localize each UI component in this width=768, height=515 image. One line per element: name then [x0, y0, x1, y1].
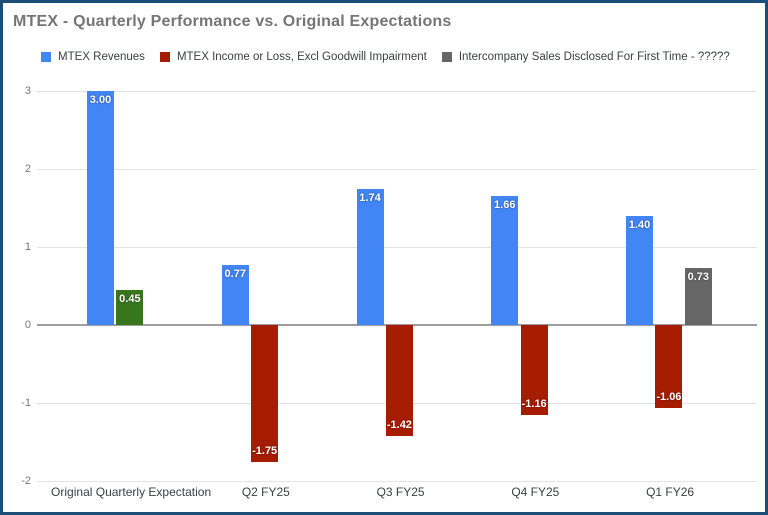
legend-swatch-icon — [159, 52, 170, 62]
x-axis-category-label-q1-fy26: Q1 FY26 — [646, 485, 695, 499]
bar-mtex-revenues-q3-fy25[interactable] — [356, 189, 384, 325]
bar-value-label: 1.66 — [494, 198, 516, 211]
y-axis-tick-label--2: -2 — [21, 475, 31, 487]
x-axis-category-label-original-quarterly-expectation: Original Quarterly Expectation — [51, 485, 212, 499]
bar-mtex-revenues-q1-fy26[interactable] — [626, 215, 653, 325]
bar-value-label: -1.75 — [252, 444, 278, 457]
bar-mtex-income-or-loss-excl-goodwill-impairment-q2-fy25[interactable] — [251, 325, 279, 462]
bar-mtex-income-or-loss-excl-goodwill-impairment-original-quarterly-expectation[interactable] — [116, 289, 144, 325]
x-axis-category-label-q3-fy25: Q3 FY25 — [376, 485, 425, 499]
chart-plot-area[interactable]: 3 2 1 0 -1 -2 3.00 0.45 0.77 -1.75 1.74 -1.42 1.66 -1… — [3, 3, 765, 512]
x-axis-category-label-q2-fy25: Q2 FY25 — [241, 485, 290, 499]
legend-swatch-icon — [41, 52, 51, 62]
legend-swatch-icon — [441, 52, 452, 62]
gridline-y--2 — [37, 481, 757, 482]
bar-value-label: -1.16 — [521, 398, 547, 411]
legend-label: MTEX Revenues — [58, 51, 145, 63]
bar-mtex-income-or-loss-excl-goodwill-impairment-q4-fy25[interactable] — [520, 325, 548, 416]
gridline-y-3 — [37, 91, 757, 92]
x-axis-category-label-q4-fy25: Q4 FY25 — [511, 485, 560, 499]
bar-value-label: -1.06 — [656, 390, 682, 403]
gridline-y-1 — [37, 247, 757, 248]
bar-mtex-revenues-q2-fy25[interactable] — [221, 264, 249, 325]
bar-intercompany-sales-disclosed-for-first-time-q1-fy26[interactable] — [684, 268, 712, 325]
legend-item-mtex-income-or-loss-excl-goodwill-impairment[interactable]: MTEX Income or Loss, Excl Goodwill Impai… — [159, 51, 427, 63]
bar-mtex-income-or-loss-excl-goodwill-impairment-q1-fy26[interactable] — [655, 325, 683, 408]
chart-legend: MTEX Revenues MTEX Income or Loss, Excl G… — [41, 51, 730, 63]
y-axis-tick-label-3: 3 — [24, 85, 31, 97]
bar-value-label: 0.45 — [119, 292, 141, 305]
bar-value-label: -1.42 — [386, 418, 412, 431]
bar-mtex-revenues-q4-fy25[interactable] — [491, 195, 519, 325]
bar-mtex-revenues-original-quarterly-expectation[interactable] — [87, 91, 114, 325]
y-axis-tick-label-0: 0 — [24, 319, 31, 331]
legend-label: MTEX Income or Loss, Excl Goodwill Impai… — [176, 51, 427, 63]
bar-mtex-income-or-loss-excl-goodwill-impairment-q3-fy25[interactable] — [385, 325, 413, 436]
y-axis-tick-label--1: -1 — [21, 397, 31, 409]
gridline-y-2 — [37, 169, 757, 170]
legend-item-mtex-revenues[interactable]: MTEX Revenues — [41, 51, 145, 63]
legend-item-intercompany-sales-disclosed-for-first-time[interactable]: Intercompany Sales Disclosed For First T… — [441, 51, 730, 63]
bar-value-label: 3.00 — [89, 94, 112, 106]
chart-title: MTEX - Quarterly Performance vs. Origina… — [13, 13, 452, 30]
y-axis-tick-label-2: 2 — [24, 163, 31, 175]
bar-value-label: 1.40 — [628, 218, 651, 231]
bar-value-label: 0.73 — [687, 271, 710, 284]
bar-value-label: 0.77 — [224, 267, 246, 280]
bar-value-label: 1.74 — [359, 192, 381, 205]
legend-label: Intercompany Sales Disclosed For First T… — [458, 51, 730, 63]
y-axis-tick-label-1: 1 — [24, 241, 31, 253]
